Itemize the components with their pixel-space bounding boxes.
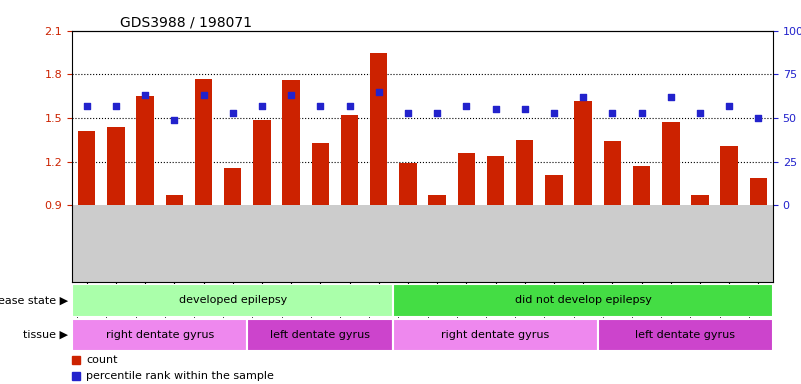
Point [635,110,648,116]
Bar [136,96,154,205]
Text: percentile rank within the sample: percentile rank within the sample [87,371,274,381]
Text: disease state ▶: disease state ▶ [0,295,68,306]
Bar [253,119,271,205]
Point [343,103,356,109]
Point [80,103,93,109]
Bar [312,143,329,205]
Point [664,94,677,100]
Point [460,103,473,109]
Text: right dentate gyrus: right dentate gyrus [106,330,214,340]
Point [139,92,151,98]
Point [489,106,502,113]
Text: left dentate gyrus: left dentate gyrus [270,330,370,340]
Text: GDS3988 / 198071: GDS3988 / 198071 [120,15,252,29]
Text: did not develop epilepsy: did not develop epilepsy [515,295,651,306]
Bar [283,80,300,205]
Text: left dentate gyrus: left dentate gyrus [635,330,735,340]
Point [197,92,210,98]
Point [431,110,444,116]
Point [227,110,239,116]
Point [723,103,735,109]
Text: developed epilepsy: developed epilepsy [179,295,287,306]
Bar [750,178,767,205]
Bar [72,284,393,317]
Bar [598,319,773,351]
Bar [516,140,533,205]
Point [372,89,385,95]
Bar [248,319,393,351]
Point [284,92,297,98]
Bar [457,153,475,205]
Text: tissue ▶: tissue ▶ [23,330,68,340]
Point [314,103,327,109]
Bar [370,53,388,205]
Point [110,103,123,109]
Bar [340,115,358,205]
Text: count: count [87,355,118,366]
Bar [107,127,125,205]
Bar [574,101,592,205]
Bar [429,195,446,205]
Bar [691,195,709,205]
Point [401,110,414,116]
Point [694,110,706,116]
Bar [166,195,183,205]
Point [752,115,765,121]
Point [577,94,590,100]
Point [256,103,268,109]
Bar [720,146,738,205]
Bar [72,319,248,351]
Bar [78,131,95,205]
Bar [662,122,679,205]
Bar [393,284,773,317]
Point [168,117,181,123]
Bar [195,79,212,205]
Text: right dentate gyrus: right dentate gyrus [441,330,549,340]
Bar [604,141,621,205]
Bar [224,167,241,205]
Bar [399,163,417,205]
Bar [545,175,562,205]
Point [548,110,561,116]
Bar [487,156,505,205]
Bar [633,166,650,205]
Bar [393,319,598,351]
Point [606,110,618,116]
Point [518,106,531,113]
